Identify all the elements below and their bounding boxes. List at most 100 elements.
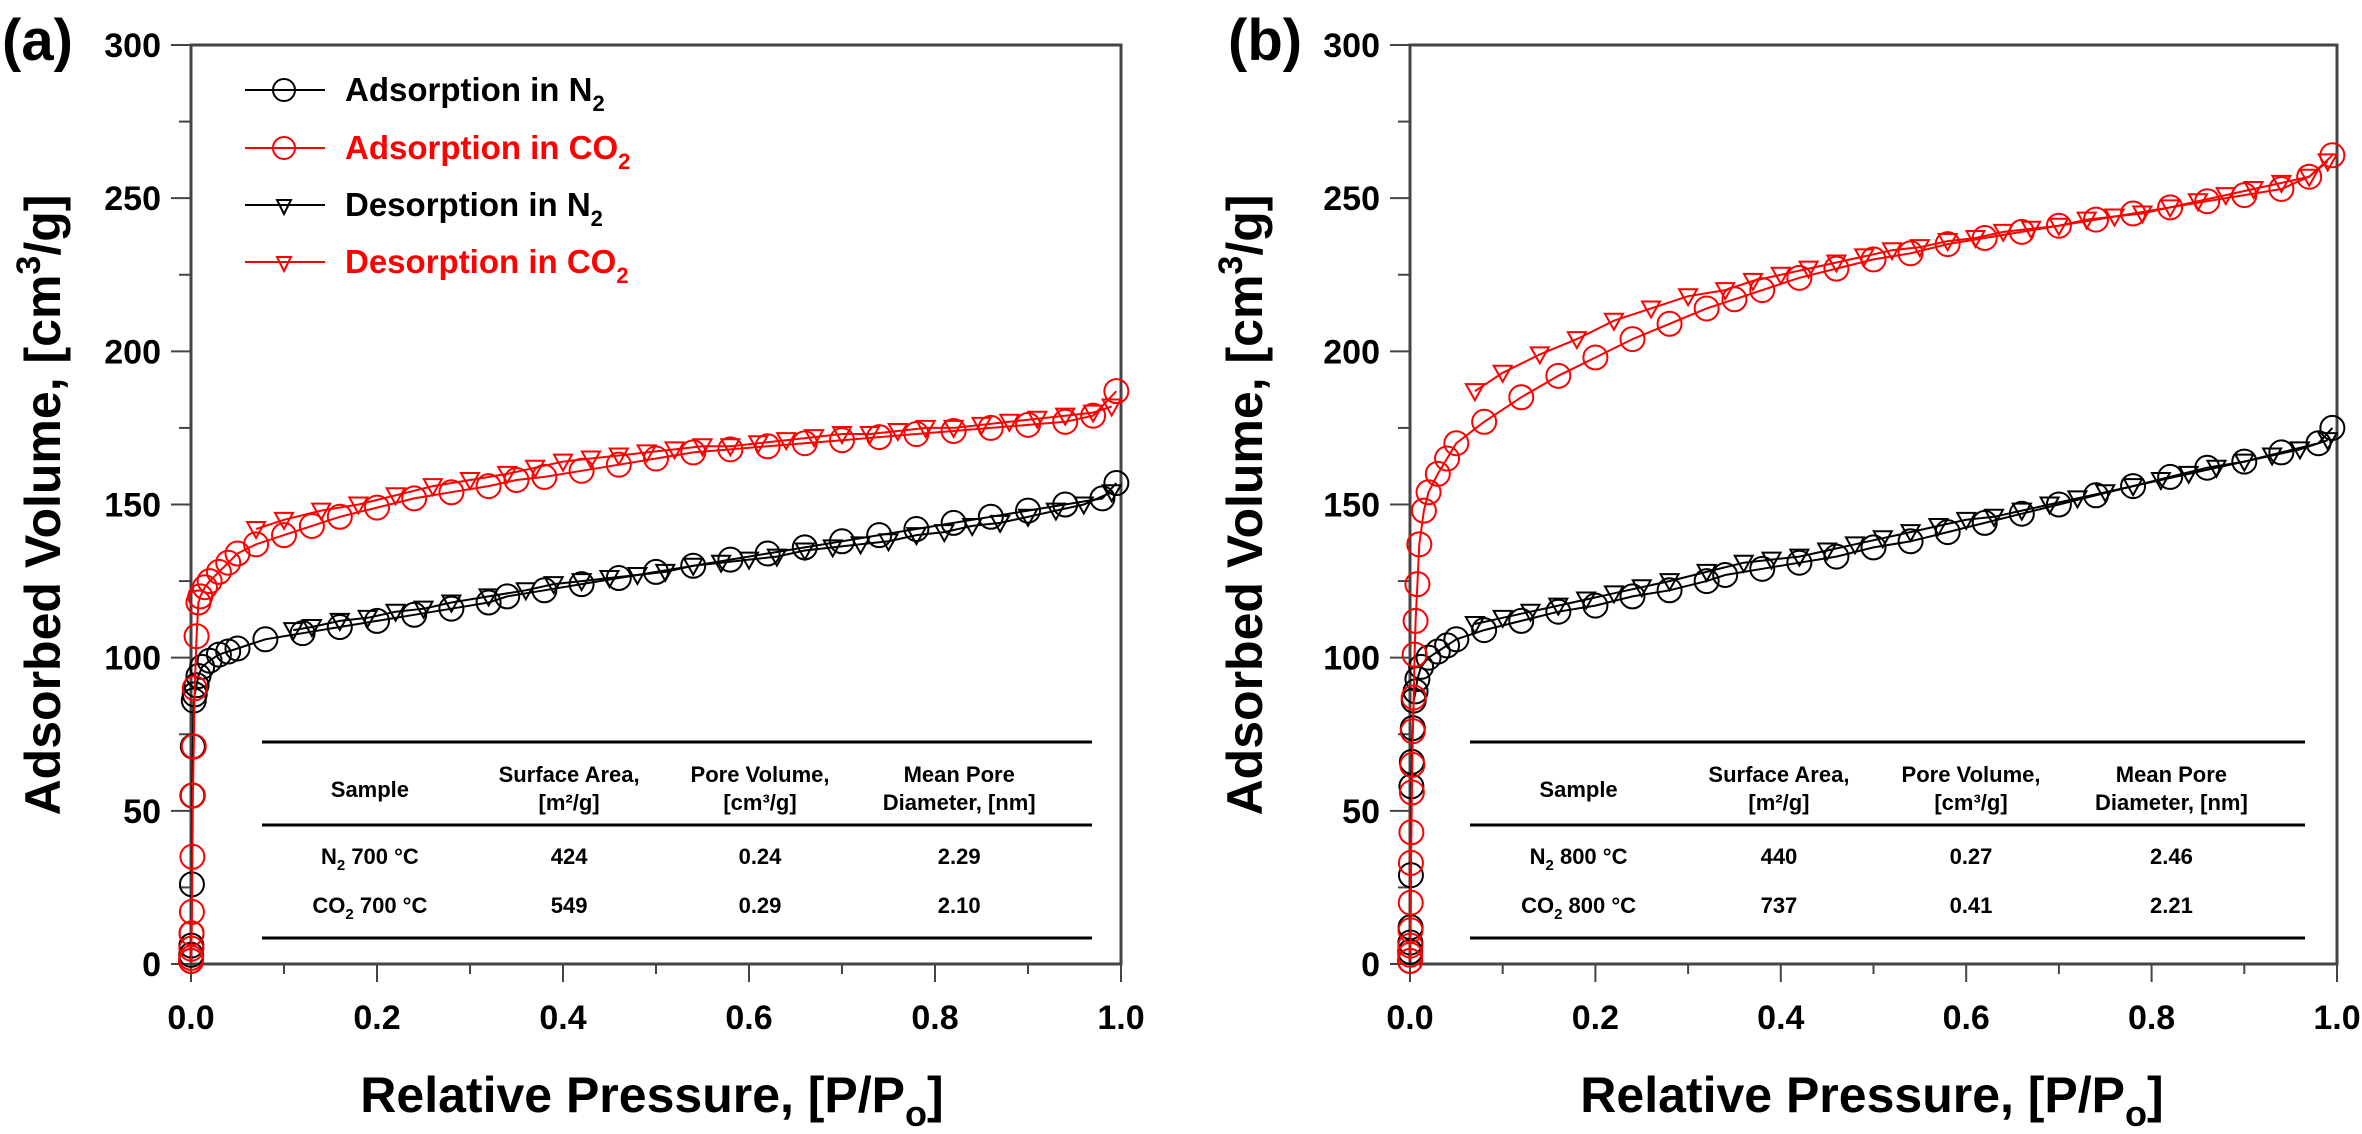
data-point [1103,378,1130,405]
data-point [1398,819,1425,846]
pore-diameter-cell: 2.29 [938,844,981,869]
sample-cell-rest: 700 °C [345,844,419,869]
data-point [933,524,956,544]
data-point [1582,344,1609,371]
data-point [1103,470,1130,497]
data-point [2317,153,2339,173]
data-point [422,478,444,498]
panel-a: (a) Relative Pressure, [P/Po] Adsorbed V… [2,8,1145,1134]
y-axis-title-end: /g] [1217,195,1273,256]
data-point [301,619,323,639]
x-axis-title-main: Relative Pressure, [P/P [360,1067,905,1123]
y-tick-label: 50 [1342,793,1380,831]
svg-text:Desorption in N2: Desorption in N2 [345,186,603,231]
data-point [1491,609,1514,629]
data-point [2177,465,2200,485]
data-point [347,496,370,516]
data-point [1045,502,1067,522]
data-point [310,502,332,522]
x-tick-label: 0.6 [725,999,772,1037]
x-axis-title-sub: o [2125,1093,2147,1134]
surface-area-cell: 737 [1761,893,1798,918]
sample-cell: N2 800 °C [1530,844,1628,874]
y-axis-title: Adsorbed Volume, [cm3/g] [1212,195,1273,816]
data-point [438,479,465,506]
data-point [438,595,465,622]
surface-area-cell: 549 [551,893,588,918]
data-point [654,563,677,583]
sample-cell-sub: 2 [1546,857,1554,874]
data-point [1399,718,1426,745]
sample-cell-main: N [1530,844,1546,869]
x-tick-label: 0.4 [1757,999,1804,1037]
data-point [2120,473,2147,500]
data-point [747,435,770,455]
data-point [1983,508,2005,528]
data-point [1631,579,1653,599]
data-point [1909,239,1931,259]
table-row: N2 800 °C 440 0.27 2.46 [1530,844,2193,874]
data-point [2233,453,2256,473]
data-point [1603,312,1625,332]
data-point [1955,511,1977,531]
x-tick-label: 0.2 [1572,999,1619,1037]
data-point [1881,242,1903,262]
data-point [1471,408,1498,435]
data-point [877,533,900,553]
y-axis-title: Adsorbed Volume, [cm3/g] [10,195,71,816]
x-tick-label: 0.6 [1943,999,1990,1037]
data-point [2268,175,2295,202]
legend-label-sub: 2 [618,149,630,174]
triangle-down-marker-icon [275,256,293,274]
data-point [1100,398,1123,418]
data-point [605,451,632,478]
x-axis-title: Relative Pressure, [P/Po] [360,1067,943,1134]
series-adsorption-in-co2 [178,378,1130,974]
data-point [1443,626,1470,653]
data-point [989,514,1011,534]
sample-cell-rest: 800 °C [1562,893,1636,918]
data-point [1897,528,1924,555]
series-line [293,491,1113,632]
x-axis-title: Relative Pressure, [P/Po] [1580,1067,2163,1134]
legend-item-desorption-co2: Desorption in CO2 [245,243,629,288]
table-row: N2 700 °C 424 0.24 2.29 [321,844,981,874]
data-point [580,450,602,470]
data-point [608,447,630,467]
data-point [1656,310,1683,337]
table-header: Sample [331,777,409,802]
y-tick-label: 0 [1361,946,1380,984]
data-point [1401,641,1428,668]
legend: Adsorption in N2 Adsorption in CO2 Desor… [245,71,630,288]
data-point [1410,497,1437,524]
data-point [524,459,546,479]
y-tick-label: 50 [123,793,161,831]
data-point [552,453,574,473]
data-point [1398,779,1425,806]
table-header: Surface Area, [1708,762,1849,787]
data-point [1760,551,1783,571]
series-line [190,482,1118,961]
data-point [940,417,967,444]
data-point [1656,577,1683,604]
sample-cell: CO2 700 °C [312,893,427,923]
data-point [1545,598,1572,625]
data-point [224,635,251,662]
data-point [961,517,983,537]
data-point [1693,568,1720,595]
data-point [2038,496,2061,516]
data-point [183,672,210,699]
y-axis-title-end: /g] [15,195,71,256]
data-point [329,612,351,632]
data-point [1823,255,1850,282]
data-point [1404,571,1431,598]
data-point [1712,561,1739,588]
data-point [215,549,242,576]
data-point [2289,441,2311,461]
data-point [1415,644,1442,671]
data-point [191,574,218,601]
legend-item-adsorption-n2: Adsorption in N2 [245,71,605,116]
data-point [2242,180,2265,201]
sample-cell-main: CO [312,893,345,918]
